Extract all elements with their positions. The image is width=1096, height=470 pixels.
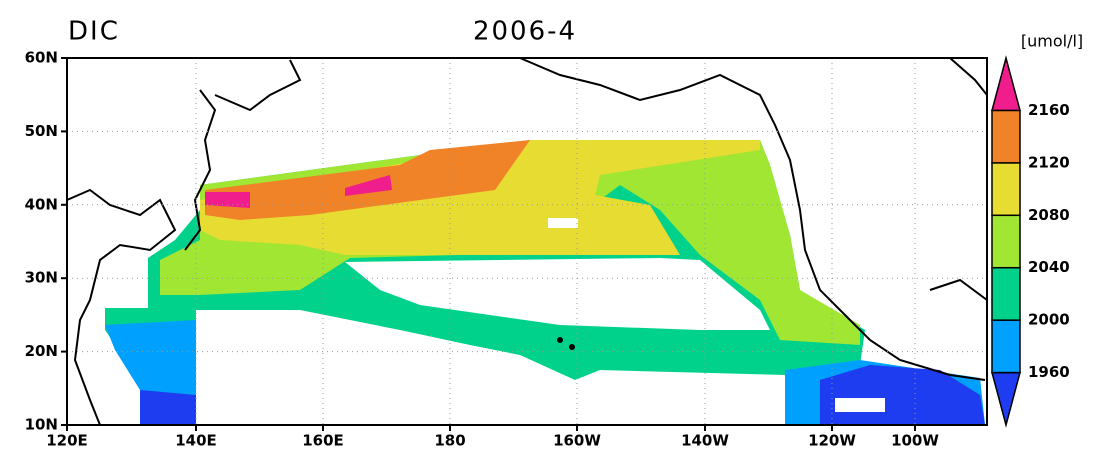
lat-label: 60N: [25, 49, 58, 67]
lon-label: 100W: [891, 432, 939, 450]
land-gap: [345, 258, 770, 330]
colorbar-label: 2160: [1028, 101, 1070, 119]
colorbar-box: [991, 266, 1021, 321]
units-label: [umol/l]: [1021, 32, 1083, 51]
colorbar-label: 2000: [1028, 311, 1070, 329]
data-gap: [548, 218, 578, 228]
colorbar-box: [991, 109, 1021, 164]
coastline: [949, 57, 988, 96]
coastline: [184, 89, 217, 251]
region: [820, 365, 985, 425]
lon-label: 140E: [175, 432, 217, 450]
colorbar-arrow: [991, 371, 1021, 428]
lat-label: 50N: [25, 122, 58, 140]
lat-label: 10N: [25, 416, 58, 434]
coastline: [66, 188, 177, 426]
colorbar-label: 1960: [1028, 363, 1070, 381]
map-frame: [66, 57, 988, 426]
region: [140, 390, 196, 425]
lon-label: 140W: [681, 432, 729, 450]
lat-label: 40N: [25, 195, 58, 213]
coastline: [929, 278, 988, 301]
lat-label: 30N: [25, 269, 58, 287]
colorbar-label: 2040: [1028, 258, 1070, 276]
colorbar-box: [991, 319, 1021, 374]
lon-label: 120E: [46, 432, 88, 450]
colorbar-label: 2080: [1028, 206, 1070, 224]
lon-label: 180: [434, 432, 465, 450]
coastlines: [66, 57, 988, 426]
colorbar-label: 2120: [1028, 153, 1070, 171]
region: [205, 140, 530, 220]
region: [205, 192, 250, 208]
region: [200, 140, 760, 255]
region: [345, 175, 392, 196]
date-title: 2006-4: [473, 17, 577, 47]
colorbar: 1960 2000 2040 2080 2120 2160: [991, 55, 1070, 428]
lon-label: 160W: [553, 432, 601, 450]
coastline: [214, 59, 302, 112]
axes: 120E 140E 160E 180 160W 140W 120W 100W 10N 20N 30N…: [25, 49, 987, 450]
colorbar-box: [991, 162, 1021, 217]
lon-label: 120W: [808, 432, 856, 450]
island: [569, 344, 575, 350]
lon-label: 160E: [302, 432, 344, 450]
coastline: [519, 57, 986, 381]
variable-title: DIC: [68, 17, 120, 47]
island: [557, 337, 563, 343]
colorbar-box: [991, 214, 1021, 269]
lat-label: 20N: [25, 342, 58, 360]
colorbar-arrow: [991, 55, 1021, 112]
dic-field: [105, 140, 985, 425]
data-gap: [835, 398, 885, 412]
